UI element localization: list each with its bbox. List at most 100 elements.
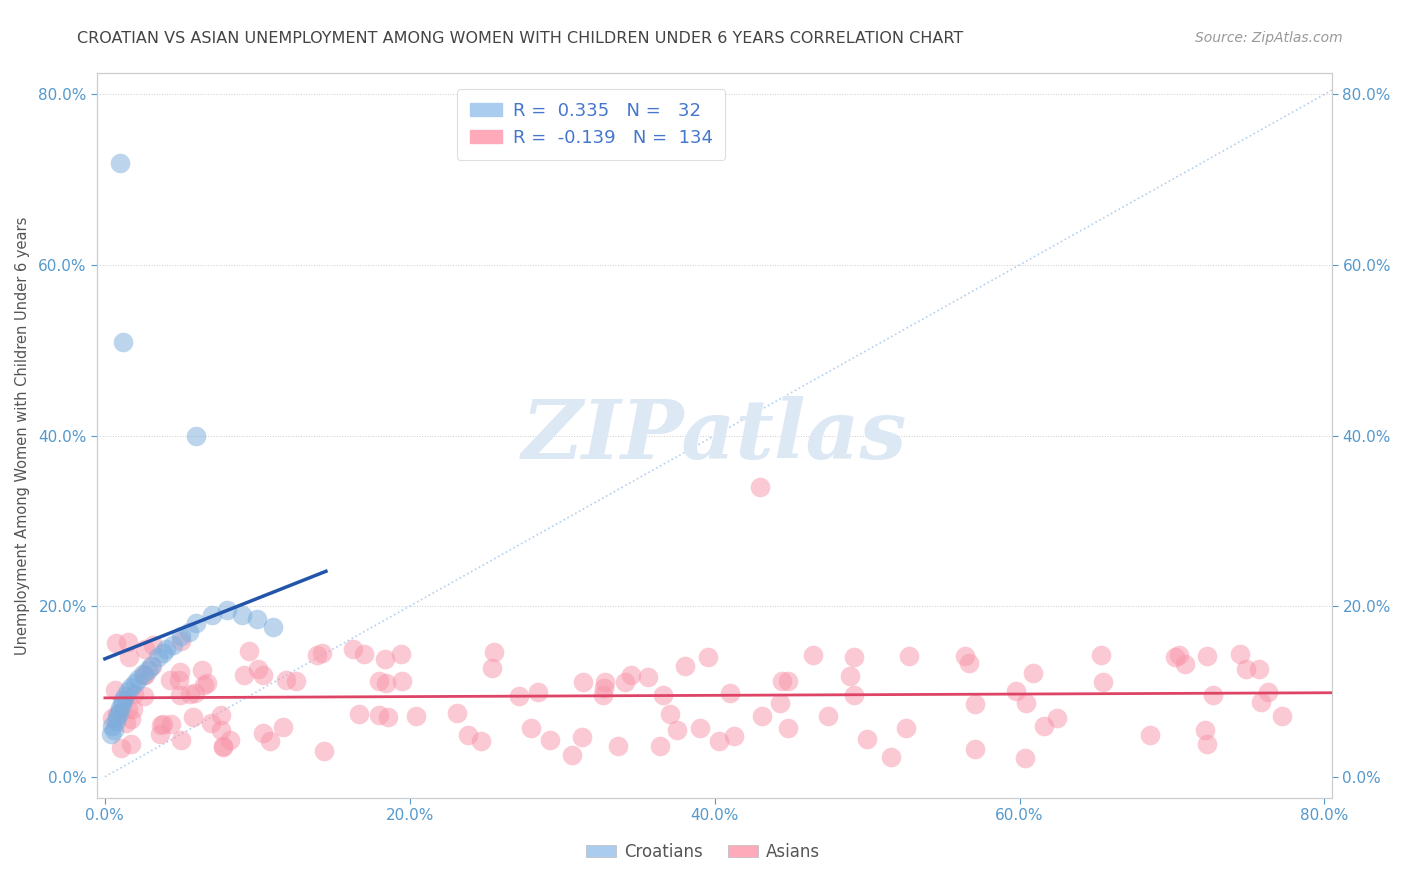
Point xyxy=(897,648,920,663)
Point xyxy=(169,688,191,702)
Point xyxy=(707,734,730,748)
Point xyxy=(1004,683,1026,698)
Point xyxy=(776,722,799,736)
Point xyxy=(107,706,129,720)
Point xyxy=(190,663,212,677)
Point xyxy=(592,681,614,696)
Point xyxy=(697,650,720,665)
Point xyxy=(652,688,675,702)
Point xyxy=(117,635,139,649)
Text: CROATIAN VS ASIAN UNEMPLOYMENT AMONG WOMEN WITH CHILDREN UNDER 6 YEARS CORRELATI: CROATIAN VS ASIAN UNEMPLOYMENT AMONG WOM… xyxy=(77,31,963,46)
Point xyxy=(842,689,865,703)
Point xyxy=(312,744,335,758)
Point xyxy=(342,641,364,656)
Point xyxy=(1257,685,1279,699)
Point xyxy=(1090,648,1112,662)
Point xyxy=(127,672,149,686)
Point xyxy=(142,639,165,653)
Point xyxy=(769,696,792,710)
Point xyxy=(134,642,156,657)
Point xyxy=(124,676,146,690)
Point xyxy=(1014,751,1036,765)
Point xyxy=(527,685,550,699)
Point xyxy=(209,723,232,738)
Point xyxy=(751,709,773,723)
Point xyxy=(162,638,184,652)
Point xyxy=(152,716,174,731)
Point xyxy=(648,739,671,753)
Point xyxy=(1271,709,1294,723)
Point xyxy=(101,711,124,725)
Point xyxy=(659,706,682,721)
Point xyxy=(186,616,208,631)
Point xyxy=(132,668,155,682)
Text: ZIPatlas: ZIPatlas xyxy=(522,395,907,475)
Point xyxy=(117,702,139,716)
Point xyxy=(110,740,132,755)
Point xyxy=(896,721,918,735)
Point xyxy=(776,673,799,688)
Point xyxy=(124,687,146,701)
Point xyxy=(374,651,396,665)
Point xyxy=(132,689,155,703)
Point xyxy=(723,729,745,743)
Point xyxy=(259,734,281,748)
Point xyxy=(134,668,156,682)
Point xyxy=(855,732,877,747)
Point xyxy=(305,648,328,662)
Point xyxy=(246,612,269,626)
Point xyxy=(353,647,375,661)
Point xyxy=(215,603,238,617)
Point xyxy=(470,734,492,748)
Point xyxy=(367,673,389,688)
Point xyxy=(149,727,172,741)
Point xyxy=(252,726,274,740)
Point xyxy=(141,658,163,673)
Point xyxy=(108,155,131,169)
Point xyxy=(200,607,222,622)
Point xyxy=(1194,723,1216,738)
Point xyxy=(620,668,643,682)
Point xyxy=(718,686,741,700)
Point xyxy=(1250,695,1272,709)
Legend: Croatians, Asians: Croatians, Asians xyxy=(579,837,827,868)
Point xyxy=(1234,662,1257,676)
Point xyxy=(262,620,284,634)
Point xyxy=(1046,710,1069,724)
Point xyxy=(232,667,254,681)
Point xyxy=(613,675,636,690)
Point xyxy=(571,675,593,690)
Point xyxy=(457,728,479,742)
Point xyxy=(105,706,128,721)
Point xyxy=(155,641,177,656)
Y-axis label: Unemployment Among Women with Children Under 6 years: Unemployment Among Women with Children U… xyxy=(15,217,30,655)
Point xyxy=(104,714,127,729)
Point xyxy=(1167,648,1189,662)
Point xyxy=(405,708,427,723)
Point xyxy=(508,689,530,703)
Point xyxy=(482,645,505,659)
Point xyxy=(446,706,468,720)
Point xyxy=(665,723,688,737)
Point xyxy=(391,673,413,688)
Point xyxy=(965,742,987,756)
Point xyxy=(238,644,260,658)
Point xyxy=(689,721,711,735)
Point xyxy=(181,710,204,724)
Point xyxy=(103,723,125,737)
Point xyxy=(1091,674,1114,689)
Point xyxy=(160,716,183,731)
Point xyxy=(284,673,307,688)
Point xyxy=(1015,696,1038,710)
Text: Source: ZipAtlas.com: Source: ZipAtlas.com xyxy=(1195,31,1343,45)
Point xyxy=(1195,737,1218,751)
Point xyxy=(159,673,181,687)
Point xyxy=(276,673,298,687)
Point xyxy=(347,706,370,721)
Point xyxy=(209,708,232,723)
Point xyxy=(801,648,824,663)
Point xyxy=(195,676,218,690)
Point xyxy=(389,647,412,661)
Point xyxy=(957,656,980,670)
Point xyxy=(953,648,976,663)
